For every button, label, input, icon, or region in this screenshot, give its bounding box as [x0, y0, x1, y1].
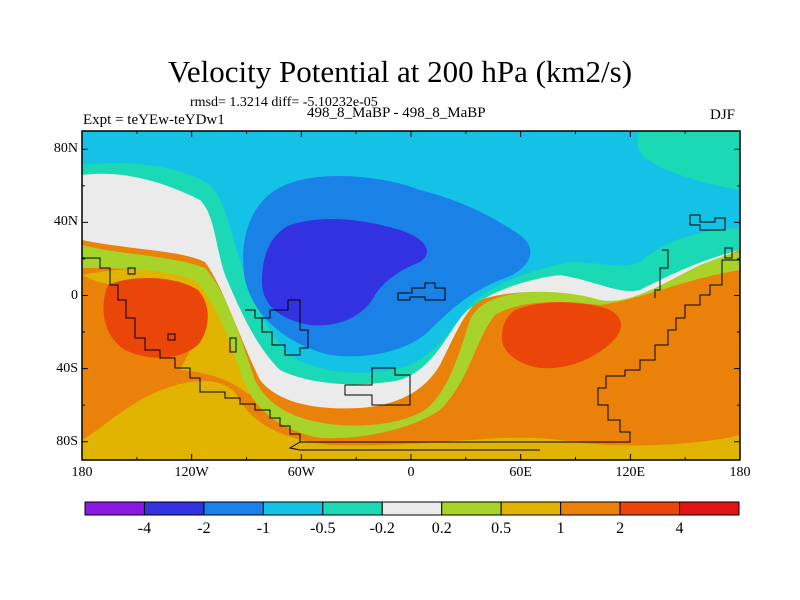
x-tick-label: 60W	[287, 465, 315, 480]
colorbar-swatch	[679, 501, 740, 516]
colorbar-swatch	[500, 501, 562, 516]
experiment-label: Expt = teYEw-teYDw1	[83, 112, 225, 128]
colorbar-label: -0.5	[310, 520, 336, 537]
axis-ticks	[81, 131, 741, 460]
colorbar-label: -0.2	[369, 520, 395, 537]
y-tick-label: 40N	[53, 214, 78, 230]
x-tick-label: 180	[71, 465, 93, 480]
y-tick-label: 40S	[56, 360, 78, 376]
colorbar-label: -1	[256, 520, 271, 537]
colorbar-swatch	[143, 501, 205, 516]
x-tick-label: 180	[729, 465, 751, 480]
contour-field	[82, 131, 740, 460]
x-tick-label: 60E	[509, 465, 532, 480]
colorbar-swatch	[262, 501, 324, 516]
colorbar-label: 0.2	[431, 520, 452, 537]
colorbar-swatch	[560, 501, 621, 516]
colorbar-label: 4	[675, 520, 684, 537]
y-tick-label: 80N	[53, 141, 78, 157]
colorbar-swatch	[84, 501, 145, 516]
x-tick-label: 0	[407, 465, 415, 480]
chart-title: Velocity Potential at 200 hPa (km2/s)	[167, 54, 633, 89]
case-label: 498_8_MaBP - 498_8_MaBP	[307, 105, 486, 121]
colorbar-label: 0.5	[491, 520, 512, 537]
colorbar-swatch	[203, 501, 264, 516]
y-tick-label: 80S	[56, 433, 78, 449]
stats-label: rmsd= 1.3214 diff= -5.10232e-05	[190, 95, 378, 110]
colorbar-swatch	[441, 501, 502, 516]
colorbar	[84, 501, 740, 516]
colorbar-label: -2	[197, 520, 211, 537]
y-tick-label: 0	[71, 287, 78, 303]
coastlines	[82, 214, 740, 451]
colorbar-label: -4	[137, 520, 152, 537]
colorbar-swatch	[322, 501, 383, 516]
x-tick-label: 120W	[174, 465, 209, 480]
x-tick-label: 120E	[615, 465, 646, 480]
colorbar-swatch	[619, 501, 681, 516]
colorbar-swatch	[381, 501, 443, 516]
colorbar-label: 1	[556, 520, 565, 537]
colorbar-label: 2	[616, 520, 625, 537]
season-label: DJF	[710, 107, 736, 123]
